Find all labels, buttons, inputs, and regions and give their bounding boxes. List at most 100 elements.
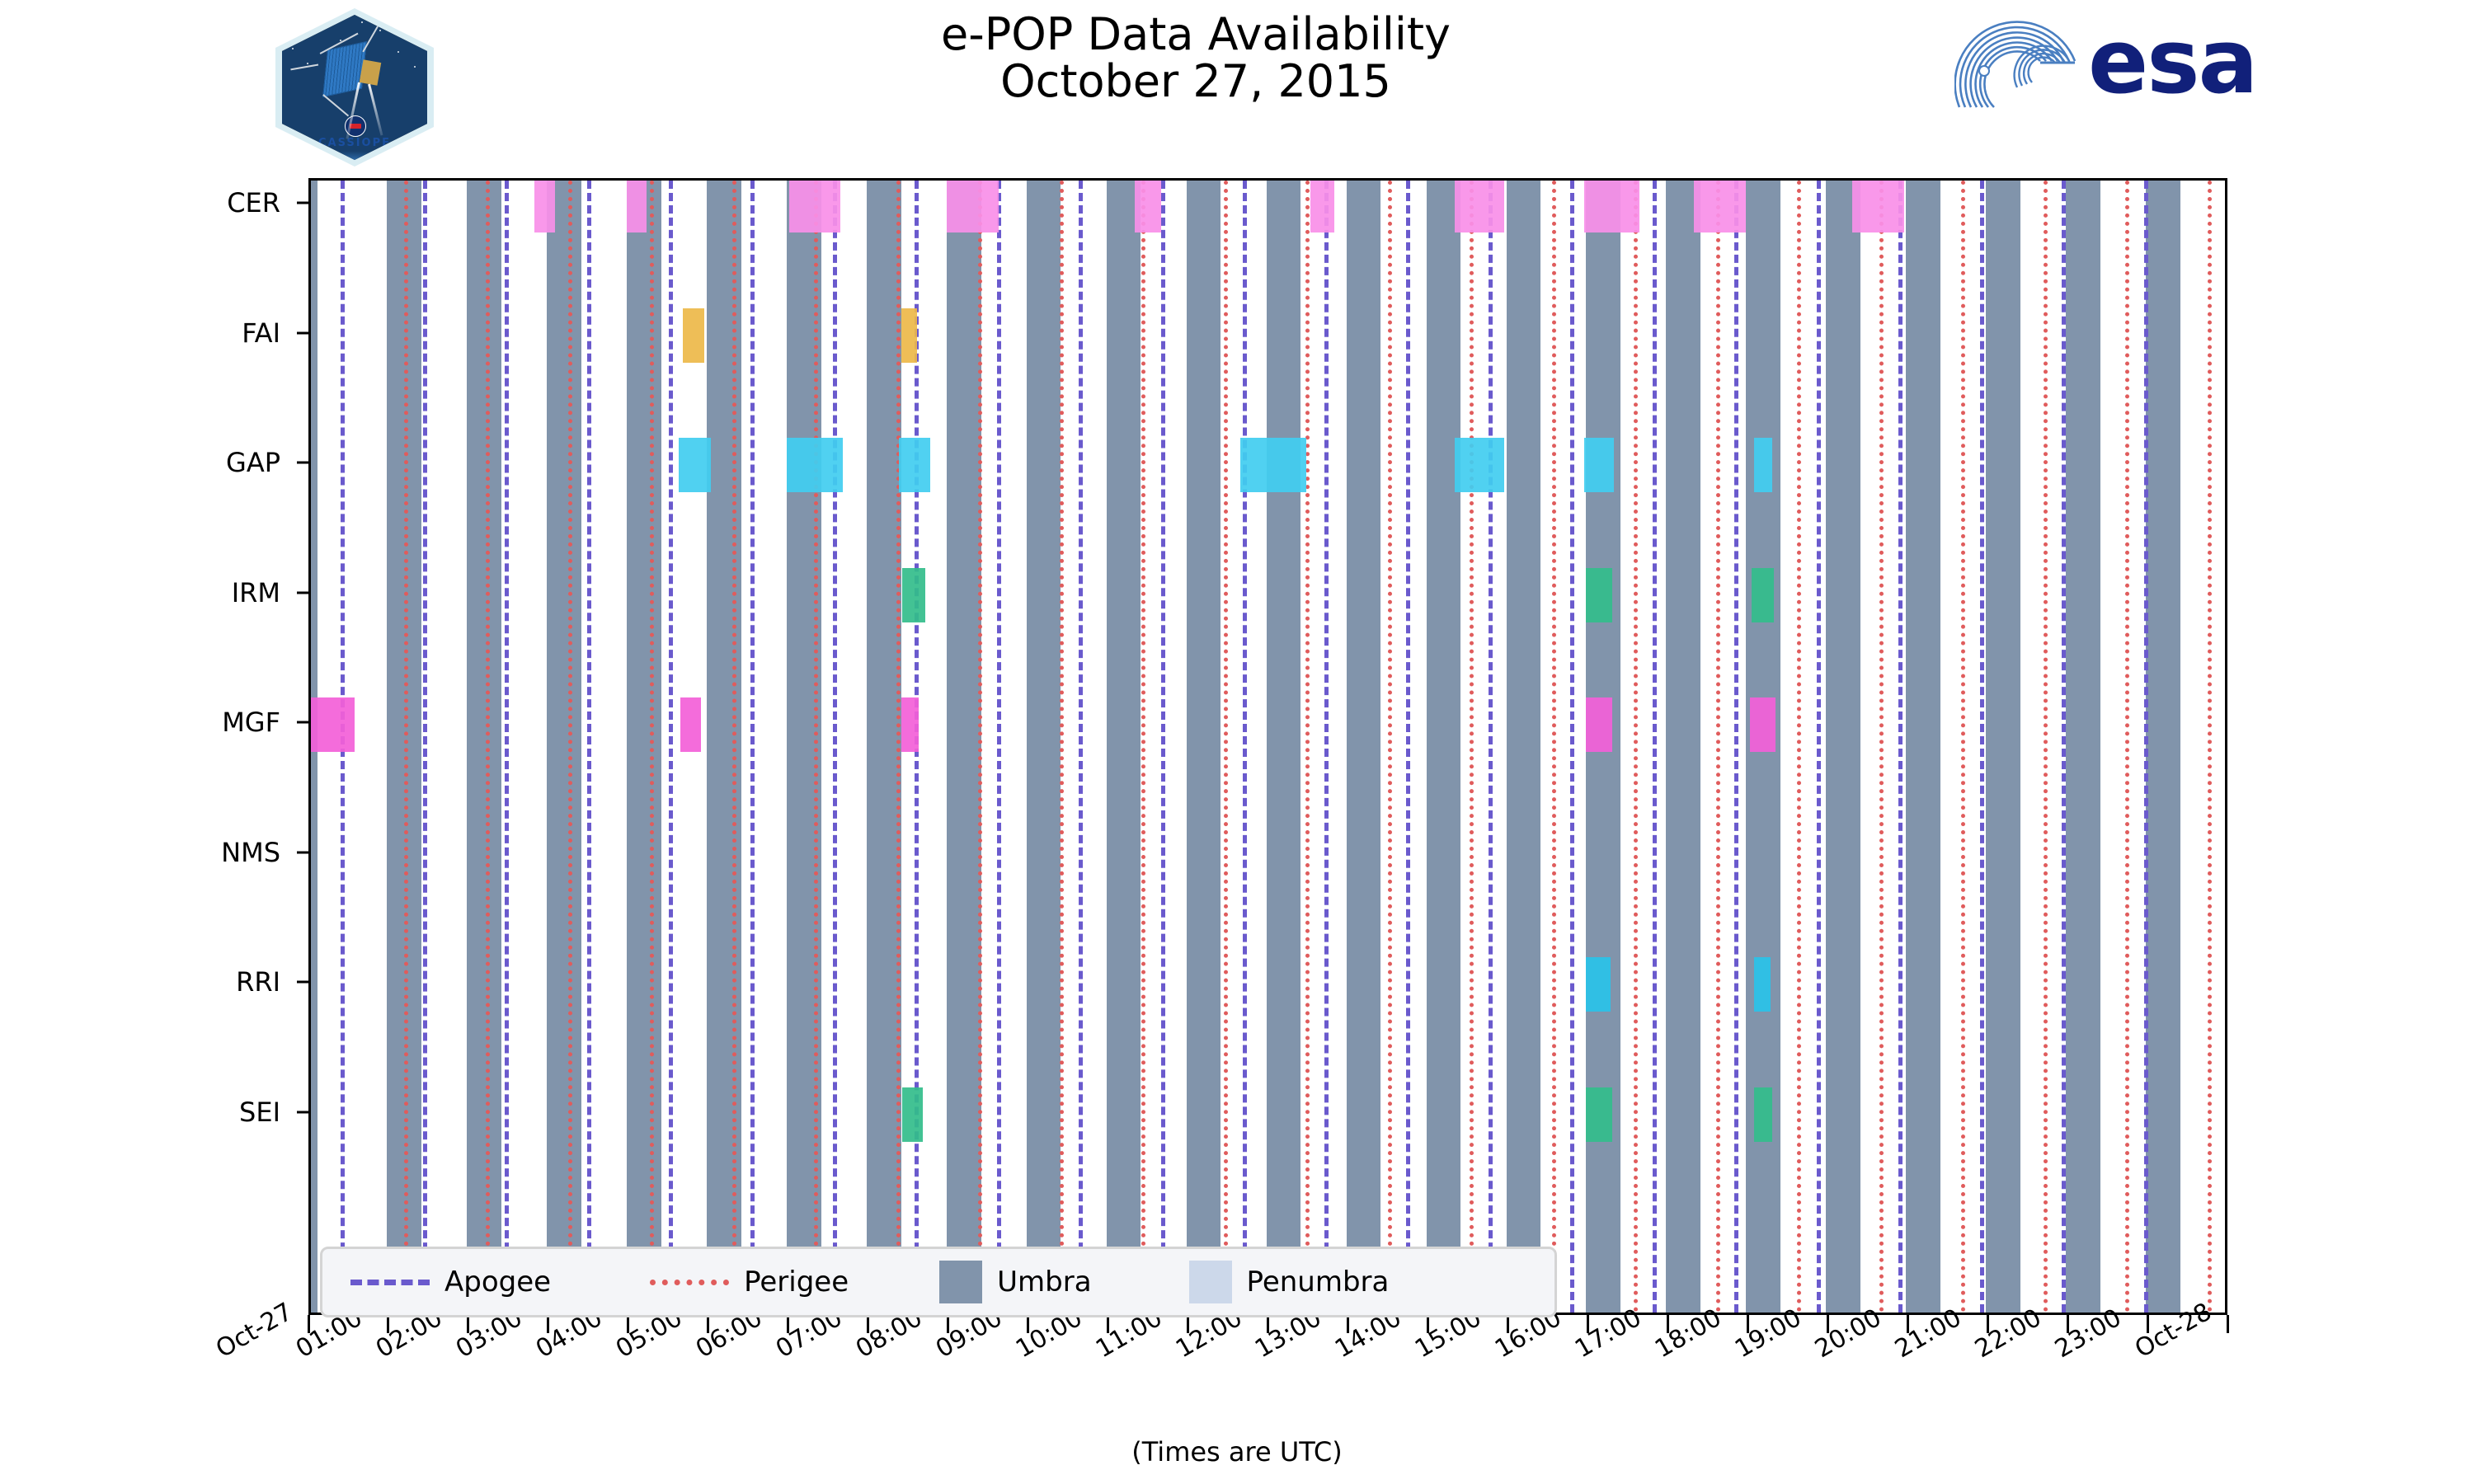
- perigee-line: [731, 181, 736, 1313]
- y-axis-label-cer: CER: [227, 187, 280, 218]
- x-axis-tick: [627, 1315, 630, 1333]
- x-axis-tick: [1746, 1315, 1749, 1333]
- apogee-line: [1816, 181, 1821, 1313]
- apogee-line: [422, 181, 427, 1313]
- perigee-line: [650, 181, 655, 1313]
- x-axis-tick: [1826, 1315, 1829, 1333]
- perigee-line: [2124, 181, 2129, 1313]
- chart-legend: Apogee Perigee Umbra Penumbra: [320, 1247, 1557, 1317]
- perigee-line: [1551, 181, 1556, 1313]
- availability-bar-gap: [1583, 438, 1615, 492]
- availability-bar-gap: [786, 438, 843, 492]
- availability-bar-cer: [946, 181, 999, 232]
- availability-bar-gap: [1754, 438, 1773, 492]
- availability-bar-sei: [1586, 1087, 1613, 1142]
- availability-bar-gap: [1239, 438, 1307, 492]
- perigee-line: [1388, 181, 1393, 1313]
- perigee-line: [1797, 181, 1802, 1313]
- x-axis-tick: [1346, 1315, 1349, 1333]
- x-axis-tick: [867, 1315, 870, 1333]
- x-axis-tick: [1906, 1315, 1909, 1333]
- y-axis-label-mgf: MGF: [222, 707, 280, 738]
- perigee-line: [404, 181, 409, 1313]
- availability-bar-fai: [682, 308, 705, 363]
- perigee-line: [977, 181, 982, 1313]
- y-axis-tick: [297, 591, 308, 594]
- apogee-line: [2062, 181, 2067, 1313]
- legend-label: Umbra: [997, 1266, 1092, 1298]
- y-axis-tick: [297, 461, 308, 464]
- apogee-line: [669, 181, 674, 1313]
- perigee-line: [2207, 181, 2212, 1313]
- perigee-line: [1060, 181, 1065, 1313]
- umbra-band: [2146, 181, 2180, 1313]
- y-axis-tick: [297, 1111, 308, 1113]
- legend-label: Perigee: [744, 1266, 849, 1298]
- esa-emblem-icon: [1954, 21, 2077, 108]
- availability-bar-gap: [679, 438, 711, 492]
- umbra-band: [866, 181, 901, 1313]
- x-axis-tick: [1107, 1315, 1110, 1333]
- x-axis-tick: [1426, 1315, 1429, 1333]
- penumbra-swatch-icon: [1188, 1261, 1232, 1303]
- y-axis-tick: [297, 980, 308, 984]
- availability-bar-irm: [1586, 567, 1613, 622]
- legend-item-umbra[interactable]: Umbra: [939, 1261, 1092, 1303]
- availability-bar-sei: [1754, 1087, 1773, 1142]
- availability-bar-mgf: [1750, 697, 1776, 752]
- availability-bar-gap: [1454, 438, 1504, 492]
- availability-bar-rri: [1586, 957, 1611, 1012]
- legend-item-penumbra[interactable]: Penumbra: [1188, 1261, 1389, 1303]
- perigee-line: [1224, 181, 1229, 1313]
- umbra-band: [547, 181, 581, 1313]
- apogee-line: [2144, 181, 2149, 1313]
- apogee-line: [1406, 181, 1411, 1313]
- legend-item-apogee[interactable]: Apogee: [350, 1266, 551, 1298]
- apogee-line: [1652, 181, 1657, 1313]
- perigee-line: [486, 181, 491, 1313]
- x-axis-tick: [947, 1315, 950, 1333]
- availability-bar-gap: [898, 438, 931, 492]
- apogee-line: [1160, 181, 1165, 1313]
- availability-bar-irm: [902, 567, 925, 622]
- perigee-dotted-line-icon: [650, 1279, 730, 1285]
- umbra-band: [467, 181, 501, 1313]
- apogee-line: [1898, 181, 1903, 1313]
- umbra-band: [1986, 181, 2020, 1313]
- apogee-line: [1078, 181, 1083, 1313]
- esa-wordmark: esa: [2088, 11, 2258, 114]
- availability-chart-plot-area: [308, 178, 2227, 1315]
- perigee-line: [896, 181, 901, 1313]
- y-axis-label-fai: FAI: [242, 317, 280, 349]
- umbra-band: [1906, 181, 1940, 1313]
- y-axis-label-gap: GAP: [226, 447, 280, 478]
- apogee-line: [2226, 181, 2227, 1313]
- apogee-line: [996, 181, 1001, 1313]
- perigee-line: [813, 181, 818, 1313]
- availability-bar-cer: [1134, 181, 1161, 232]
- header: CASSIOPE e-POP Data Availability October…: [0, 0, 2474, 173]
- legend-item-perigee[interactable]: Perigee: [650, 1266, 849, 1298]
- availability-bar-rri: [1754, 957, 1771, 1012]
- x-axis-tick: [1187, 1315, 1190, 1333]
- availability-bar-mgf: [680, 697, 702, 752]
- perigee-line: [1469, 181, 1474, 1313]
- umbra-band: [387, 181, 421, 1313]
- y-axis-label-irm: IRM: [231, 576, 280, 608]
- x-axis-tick: [1506, 1315, 1509, 1333]
- y-axis-tick: [297, 331, 308, 334]
- apogee-line: [1733, 181, 1738, 1313]
- y-axis-tick: [297, 201, 308, 204]
- page-title: e-POP Data Availability October 27, 2015: [495, 11, 1897, 105]
- x-axis-tick: [1666, 1315, 1669, 1333]
- x-axis-tick: [1267, 1315, 1269, 1333]
- x-axis-tick: [707, 1315, 710, 1333]
- x-axis-tick: [467, 1315, 470, 1333]
- umbra-band: [1186, 181, 1221, 1313]
- x-axis-tick: [387, 1315, 390, 1333]
- apogee-line: [504, 181, 509, 1313]
- availability-bar-cer: [1454, 181, 1504, 232]
- availability-bar-fai: [901, 308, 917, 363]
- x-axis-tick: [787, 1315, 790, 1333]
- umbra-band: [1106, 181, 1141, 1313]
